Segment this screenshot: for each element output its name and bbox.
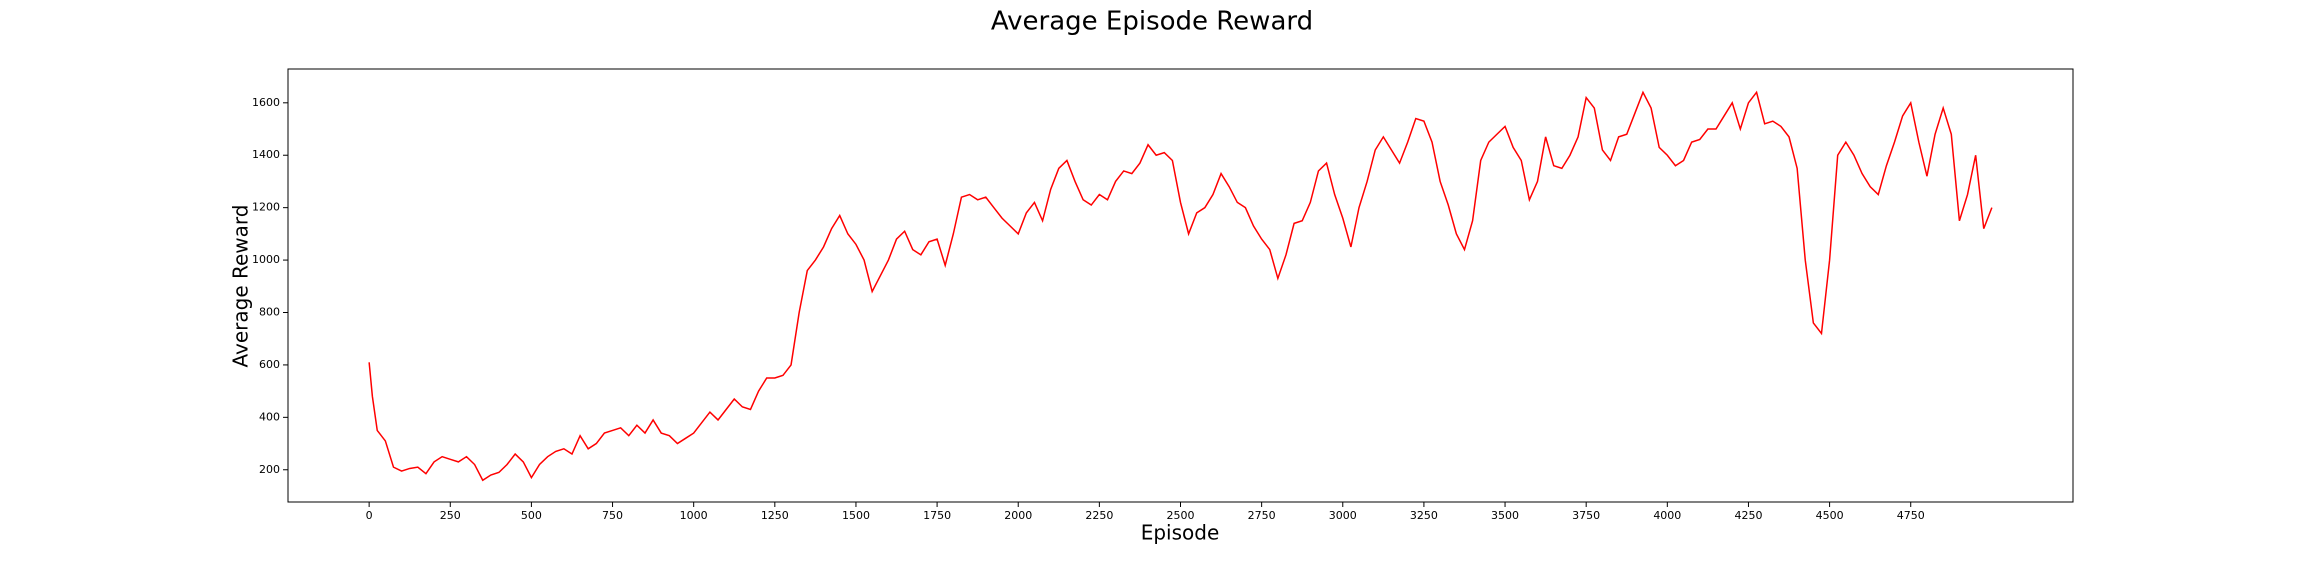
y-tick-label: 1000 (252, 253, 280, 266)
y-tick-label: 1600 (252, 96, 280, 109)
x-tick-label: 2500 (1167, 509, 1195, 522)
x-tick-label: 500 (521, 509, 542, 522)
y-tick-label: 200 (259, 463, 280, 476)
x-tick-label: 1000 (680, 509, 708, 522)
y-tick-label: 600 (259, 358, 280, 371)
y-tick-label: 800 (259, 305, 280, 318)
x-tick-label: 0 (366, 509, 373, 522)
x-tick-label: 1750 (923, 509, 951, 522)
plot-frame (287, 68, 2074, 503)
x-tick-label: 2000 (1004, 509, 1032, 522)
x-axis-label: Episode (1141, 521, 1220, 545)
x-tick-label: 3750 (1572, 509, 1600, 522)
x-tick-label: 3500 (1491, 509, 1519, 522)
x-tick-label: 750 (602, 509, 623, 522)
line-series (368, 90, 1993, 482)
x-tick-label: 4250 (1734, 509, 1762, 522)
x-tick-label: 4750 (1897, 509, 1925, 522)
y-tick-label: 1200 (252, 201, 280, 214)
chart-title: Average Episode Reward (991, 7, 1313, 37)
x-tick-label: 1500 (842, 509, 870, 522)
y-tick-label: 1400 (252, 148, 280, 161)
x-tick-label: 250 (440, 509, 461, 522)
x-tick-label: 3000 (1329, 509, 1357, 522)
x-tick-label: 3250 (1410, 509, 1438, 522)
y-axis-label: Average Reward (229, 205, 253, 368)
y-tick-label: 400 (259, 410, 280, 423)
x-tick-label: 2250 (1085, 509, 1113, 522)
x-tick-label: 4000 (1653, 509, 1681, 522)
x-tick-label: 2750 (1248, 509, 1276, 522)
x-tick-label: 4500 (1816, 509, 1844, 522)
x-tick-label: 1250 (761, 509, 789, 522)
